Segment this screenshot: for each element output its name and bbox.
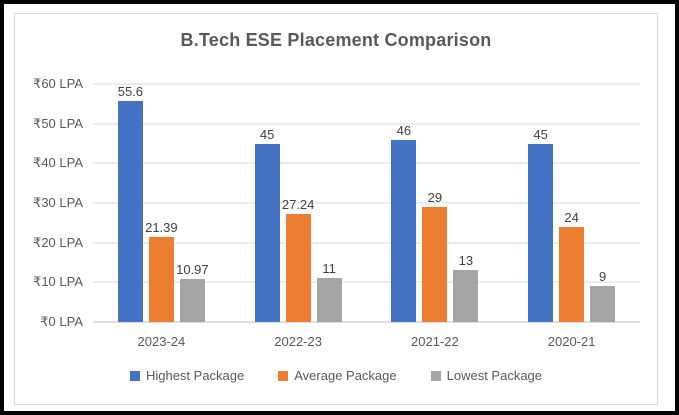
category-label: 2023-24 — [137, 334, 186, 349]
category-label: 2020-21 — [547, 334, 596, 349]
chart-container: B.Tech ESE Placement Comparison ₹0 LPA ₹1… — [14, 13, 658, 405]
category-label: 2021-22 — [411, 334, 459, 349]
bar-lowest-package: 13 — [453, 253, 479, 322]
bar-group-2020-21: 45 24 9 — [503, 84, 640, 322]
gridline-60 — [93, 83, 640, 85]
data-label: 27.24 — [281, 196, 315, 212]
data-label: 21.39 — [145, 220, 178, 236]
x-axis-line — [93, 321, 640, 323]
data-label: 24 — [564, 209, 579, 225]
bar-group-2021-22: 46 29 13 — [367, 84, 504, 322]
y-tick-label: ₹20 LPA — [33, 234, 83, 250]
plot-area: 55.6 21.39 10.97 45 27.24 11 46 29 13 45 24 9 — [93, 83, 640, 323]
bar-lowest-package: 10.97 — [176, 262, 209, 322]
legend-label: Average Package — [294, 368, 397, 383]
data-label: 11 — [322, 261, 336, 277]
y-tick-label: ₹60 LPA — [33, 76, 83, 91]
data-label: 45 — [259, 126, 275, 142]
y-tick-label: ₹30 LPA — [33, 195, 83, 210]
y-tick-label: ₹0 LPA — [40, 314, 83, 329]
gridline-10 — [93, 281, 640, 283]
legend-item-lowest-package: Lowest Package — [430, 368, 543, 383]
bar-average-package: 24 — [559, 210, 585, 322]
bar-highest-package: 46 — [391, 123, 417, 322]
bar-highest-package: 45 — [254, 127, 280, 322]
bar-highest-package: 45 — [528, 127, 554, 322]
bar-average-package: 21.39 — [145, 220, 178, 322]
legend-item-average-package: Average Package — [278, 368, 397, 383]
chart-title: B.Tech ESE Placement Comparison — [180, 30, 492, 50]
data-label: 9 — [599, 269, 607, 285]
legend-label: Lowest Package — [446, 368, 543, 383]
legend-swatch-icon — [278, 370, 289, 381]
legend-swatch-icon — [430, 370, 441, 381]
bar-average-package: 29 — [422, 190, 448, 322]
gridline-40 — [93, 162, 640, 164]
bar-highest-package: 55.6 — [118, 84, 143, 322]
gridline-20 — [93, 242, 640, 244]
bar-average-package: 27.24 — [282, 197, 314, 322]
data-label: 10.97 — [176, 261, 209, 277]
bar-lowest-package: 9 — [590, 269, 616, 322]
data-label: 46 — [396, 122, 412, 138]
bar-groups: 55.6 21.39 10.97 45 27.24 11 46 29 13 45 24 9 — [93, 84, 640, 322]
bar-group-2022-23: 45 27.24 11 — [230, 84, 367, 322]
gridline-30 — [93, 202, 640, 204]
legend-item-highest-package: Highest Package — [129, 368, 245, 383]
data-label: 55.6 — [117, 84, 144, 100]
y-tick-label: ₹40 LPA — [33, 155, 83, 171]
bar-lowest-package: 11 — [316, 261, 342, 322]
legend: Highest Package Average Package Lowest Pac… — [15, 368, 657, 383]
legend-label: Highest Package — [145, 368, 245, 383]
gridline-50 — [93, 123, 640, 125]
category-axis: 2023-24 2022-23 2021-22 2020-21 — [93, 334, 640, 349]
legend-swatch-icon — [129, 370, 140, 381]
data-label: 45 — [533, 126, 548, 142]
data-label: 29 — [427, 189, 443, 205]
bar-group-2023-24: 55.6 21.39 10.97 — [93, 84, 230, 322]
y-axis: ₹0 LPA ₹10 LPA ₹20 LPA ₹30 LPA ₹40 LPA ₹50 LP… — [21, 76, 83, 329]
y-tick-label: ₹50 LPA — [33, 115, 83, 131]
data-label: 13 — [458, 253, 474, 269]
y-tick-label: ₹10 LPA — [33, 274, 83, 290]
category-label: 2022-23 — [274, 334, 322, 349]
